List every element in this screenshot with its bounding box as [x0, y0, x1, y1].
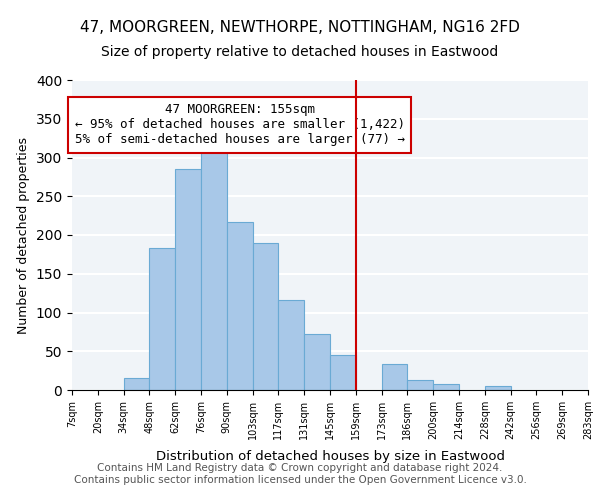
Bar	[304, 334, 330, 390]
Bar	[407, 380, 433, 390]
Bar	[253, 243, 278, 390]
Bar	[149, 248, 175, 390]
Bar	[124, 378, 149, 390]
Bar	[278, 300, 304, 390]
Bar	[382, 364, 407, 390]
Y-axis label: Number of detached properties: Number of detached properties	[17, 136, 31, 334]
Text: Size of property relative to detached houses in Eastwood: Size of property relative to detached ho…	[101, 45, 499, 59]
Bar	[227, 222, 253, 390]
Bar	[433, 384, 459, 390]
Text: Contains HM Land Registry data © Crown copyright and database right 2024.
Contai: Contains HM Land Registry data © Crown c…	[74, 464, 526, 485]
Bar	[330, 355, 356, 390]
X-axis label: Distribution of detached houses by size in Eastwood: Distribution of detached houses by size …	[155, 450, 505, 463]
Text: 47, MOORGREEN, NEWTHORPE, NOTTINGHAM, NG16 2FD: 47, MOORGREEN, NEWTHORPE, NOTTINGHAM, NG…	[80, 20, 520, 35]
Text: 47 MOORGREEN: 155sqm
← 95% of detached houses are smaller (1,422)
5% of semi-det: 47 MOORGREEN: 155sqm ← 95% of detached h…	[75, 104, 405, 146]
Bar	[175, 169, 201, 390]
Bar	[201, 148, 227, 390]
Bar	[485, 386, 511, 390]
